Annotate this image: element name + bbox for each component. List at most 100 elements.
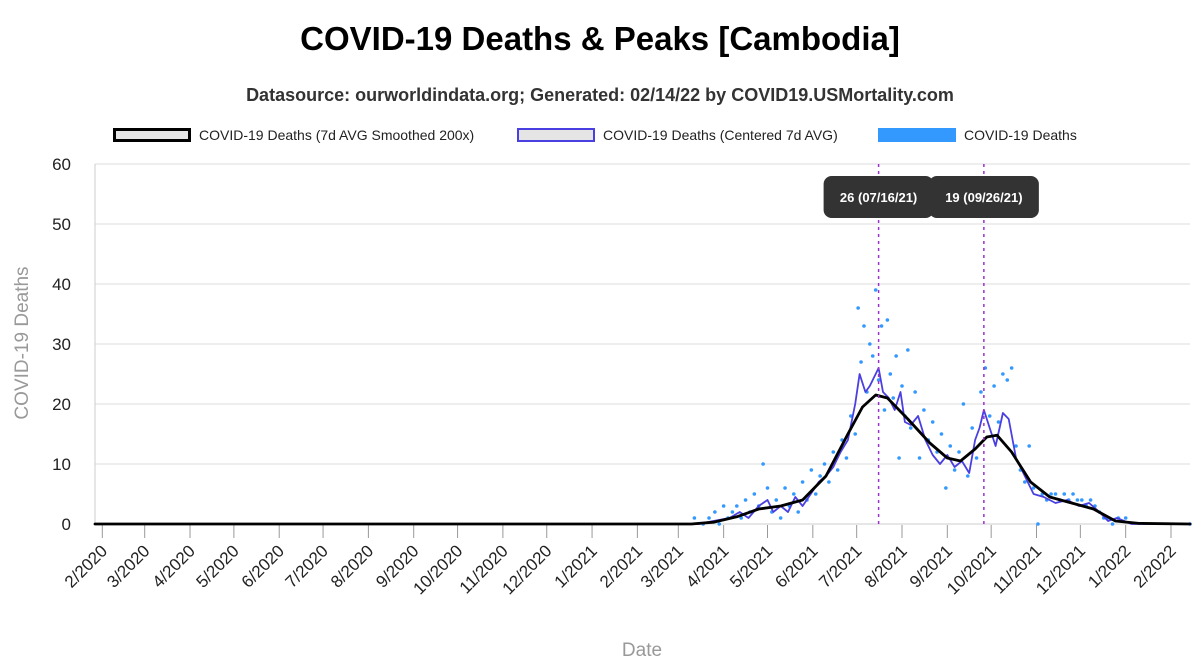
x-tick-label: 6/2021 (771, 541, 821, 591)
x-tick-label: 6/2020 (238, 541, 288, 591)
daily-deaths-point (897, 456, 901, 460)
daily-deaths-point (1049, 492, 1053, 496)
daily-deaths-point (906, 348, 910, 352)
x-tick-label: 3/2021 (637, 541, 687, 591)
legend-swatch-centered (517, 128, 595, 142)
daily-deaths-point (987, 414, 992, 418)
y-axis-title: COVID-19 Deaths (12, 266, 33, 419)
smoothed-deaths-line (93, 393, 1192, 526)
legend-swatch-smoothed (113, 128, 191, 142)
x-tick-label: 3/2020 (103, 541, 153, 591)
x-tick-label: 7/2020 (282, 541, 332, 591)
legend: COVID-19 Deaths (7d AVG Smoothed 200x) C… (0, 124, 1200, 146)
daily-deaths-point (774, 498, 779, 502)
daily-deaths-point (885, 318, 890, 322)
y-tick-label: 50 (52, 215, 71, 234)
daily-deaths-point (952, 468, 957, 472)
peak-label: 19 (09/26/21) (945, 190, 1022, 205)
daily-deaths-point (900, 384, 904, 388)
daily-deaths-point (856, 306, 860, 310)
daily-deaths-point (1123, 516, 1128, 520)
daily-deaths-points (692, 288, 1192, 526)
x-tick-label: 10/2020 (410, 541, 467, 598)
daily-deaths-point (913, 390, 917, 394)
daily-deaths-point (996, 420, 1001, 424)
y-tick-label: 0 (62, 515, 71, 534)
x-tick-label: 4/2020 (149, 541, 199, 591)
daily-deaths-point (882, 408, 887, 412)
daily-deaths-point (891, 396, 896, 400)
legend-item-smoothed[interactable]: COVID-19 Deaths (7d AVG Smoothed 200x) (113, 124, 474, 146)
x-tick-label: 4/2021 (682, 541, 732, 591)
x-tick-label: 5/2020 (193, 541, 243, 591)
daily-deaths-point (818, 474, 822, 478)
daily-deaths-point (792, 492, 796, 496)
daily-deaths-point (844, 456, 849, 460)
x-tick-label: 1/2021 (551, 541, 601, 591)
daily-deaths-point (1053, 492, 1058, 496)
axes: 01020304050602/20203/20204/20205/20206/2… (52, 155, 1190, 598)
daily-deaths-point (930, 420, 935, 424)
daily-deaths-point (1062, 492, 1067, 496)
legend-label-smoothed: COVID-19 Deaths (7d AVG Smoothed 200x) (199, 127, 475, 143)
daily-deaths-point (908, 426, 913, 430)
daily-deaths-point (800, 480, 805, 484)
x-tick-label: 2/2020 (61, 541, 111, 591)
daily-deaths-point (822, 462, 827, 466)
daily-deaths-point (692, 516, 697, 520)
daily-deaths-point (939, 432, 944, 436)
daily-deaths-point (835, 468, 840, 472)
daily-deaths-point (979, 390, 983, 394)
daily-deaths-point (957, 450, 961, 454)
daily-deaths-point (783, 486, 787, 490)
x-tick-label: 8/2021 (861, 541, 911, 591)
daily-deaths-point (992, 384, 996, 388)
daily-deaths-point (948, 444, 953, 448)
daily-deaths-point (961, 402, 966, 406)
x-tick-label: 8/2020 (327, 541, 377, 591)
x-tick-label: 12/2021 (1032, 541, 1089, 598)
chart-subtitle: Datasource: ourworldindata.org; Generate… (246, 85, 954, 105)
chart-title: COVID-19 Deaths & Peaks [Cambodia] (300, 20, 900, 57)
y-tick-label: 20 (52, 395, 71, 414)
daily-deaths-point (888, 372, 893, 376)
daily-deaths-point (813, 492, 818, 496)
centered-avg-line (94, 367, 1191, 525)
daily-deaths-point (739, 516, 743, 520)
y-tick-label: 40 (52, 275, 71, 294)
daily-deaths-point (1014, 444, 1018, 448)
x-tick-label: 12/2020 (499, 541, 556, 598)
daily-deaths-point (873, 288, 878, 292)
x-tick-label: 10/2021 (943, 541, 1000, 598)
daily-deaths-point (765, 486, 770, 490)
daily-deaths-point (1031, 486, 1036, 490)
x-tick-label: 7/2021 (815, 541, 865, 591)
peak-markers: 26 (07/16/21) 19 (09/26/21) (823, 164, 1039, 524)
daily-deaths-point (859, 360, 863, 364)
daily-deaths-point (1080, 498, 1084, 502)
y-tick-label: 30 (52, 335, 71, 354)
daily-deaths-point (713, 510, 717, 514)
daily-deaths-point (1009, 366, 1014, 370)
daily-deaths-point (1001, 372, 1005, 376)
daily-deaths-point (721, 504, 726, 508)
daily-deaths-point (778, 516, 783, 520)
legend-item-centered[interactable]: COVID-19 Deaths (Centered 7d AVG) (517, 124, 838, 146)
daily-deaths-point (917, 456, 922, 460)
daily-deaths-point (894, 354, 898, 358)
daily-deaths-point (761, 462, 765, 466)
daily-deaths-point (1036, 522, 1040, 526)
daily-deaths-point (965, 474, 970, 478)
daily-deaths-point (944, 486, 948, 490)
daily-deaths-point (1110, 522, 1115, 526)
x-axis-title: Date (622, 640, 662, 661)
daily-deaths-point (1022, 480, 1027, 484)
legend-item-daily[interactable]: COVID-19 Deaths (878, 124, 1077, 146)
daily-deaths-point (970, 426, 974, 430)
daily-deaths-point (1027, 444, 1031, 448)
legend-label-daily: COVID-19 Deaths (964, 127, 1077, 143)
daily-deaths-point (796, 510, 800, 514)
peak-label-box (928, 176, 1039, 218)
y-tick-label: 60 (52, 155, 71, 174)
